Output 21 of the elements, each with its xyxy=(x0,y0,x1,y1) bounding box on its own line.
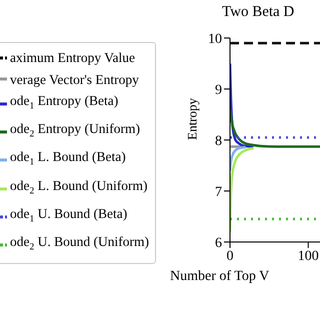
x-tick-label: 0 xyxy=(226,248,234,264)
x-tick-label: 100 xyxy=(298,248,319,264)
line-series xyxy=(230,108,320,148)
legend-label: aximum Entropy Value xyxy=(10,50,135,65)
x-axis-title: Number of Top V xyxy=(170,268,270,284)
legend-label: ode$_{1}$ Entropy (Beta) xyxy=(10,93,118,112)
y-tick-label: 10 xyxy=(208,32,222,47)
legend-label: ode$_{1}$ U. Bound (Beta) xyxy=(10,206,128,224)
legend-label: ode$_{2}$ L. Bound (Uniform) xyxy=(10,178,148,196)
legend-label: verage Vector's Entropy xyxy=(10,72,139,86)
y-tick-label: 7 xyxy=(215,184,222,200)
y-tick-label: 6 xyxy=(215,236,222,251)
chart-title: Two Beta D xyxy=(222,4,294,21)
legend-label: ode$_{1}$ L. Bound (Beta) xyxy=(10,149,126,168)
line-series xyxy=(230,146,255,234)
line-series xyxy=(230,146,247,172)
legend-label: ode$_{2}$ Entropy (Uniform) xyxy=(10,121,140,140)
y-tick-label: 9 xyxy=(215,82,222,98)
y-axis-title: Entropy xyxy=(184,98,200,140)
legend-label: ode$_{2}$ U. Bound (Uniform) xyxy=(10,234,149,253)
y-tick-label: 8 xyxy=(215,134,222,149)
